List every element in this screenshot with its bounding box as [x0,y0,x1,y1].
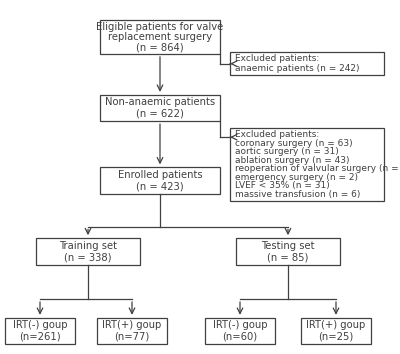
FancyBboxPatch shape [100,167,220,194]
Text: (n = 622): (n = 622) [136,109,184,119]
Text: Excluded patients:: Excluded patients: [235,130,319,139]
FancyBboxPatch shape [230,128,384,201]
Text: Testing set: Testing set [261,241,315,251]
Text: (n=261): (n=261) [19,332,61,342]
FancyBboxPatch shape [100,21,220,54]
Text: aortic surgery (n = 31): aortic surgery (n = 31) [235,147,338,156]
FancyBboxPatch shape [100,95,220,121]
Text: massive transfusion (n = 6): massive transfusion (n = 6) [235,190,360,199]
Text: coronary surgery (n = 63): coronary surgery (n = 63) [235,139,352,148]
Text: (n = 85): (n = 85) [267,252,309,262]
Text: Enrolled patients: Enrolled patients [118,170,202,180]
FancyBboxPatch shape [97,318,167,344]
FancyBboxPatch shape [301,318,371,344]
Text: IRT(+) goup: IRT(+) goup [102,320,162,330]
Text: anaemic patients (n = 242): anaemic patients (n = 242) [235,64,359,73]
Text: Non-anaemic patients: Non-anaemic patients [105,97,215,107]
Text: IRT(+) goup: IRT(+) goup [306,320,366,330]
Text: IRT(-) goup: IRT(-) goup [13,320,67,330]
Text: (n=77): (n=77) [114,332,150,342]
Text: emergency surgery (n = 2): emergency surgery (n = 2) [235,173,358,182]
FancyBboxPatch shape [5,318,75,344]
Text: reoperation of valvular surgery (n = 23): reoperation of valvular surgery (n = 23) [235,164,400,173]
Text: (n = 864): (n = 864) [136,42,184,52]
Text: Excluded patients:: Excluded patients: [235,55,319,63]
Text: ablation surgery (n = 43): ablation surgery (n = 43) [235,156,349,165]
Text: (n = 338): (n = 338) [64,252,112,262]
Text: (n = 423): (n = 423) [136,181,184,191]
FancyBboxPatch shape [236,238,340,265]
Text: (n=60): (n=60) [222,332,258,342]
Text: Training set: Training set [59,241,117,251]
Text: replacement surgery: replacement surgery [108,32,212,42]
FancyBboxPatch shape [230,52,384,75]
FancyBboxPatch shape [205,318,275,344]
FancyBboxPatch shape [36,238,140,265]
Text: IRT(-) goup: IRT(-) goup [213,320,267,330]
Text: LVEF < 35% (n = 31): LVEF < 35% (n = 31) [235,182,330,190]
Text: Eligible patients for valve: Eligible patients for valve [96,22,224,32]
Text: (n=25): (n=25) [318,332,354,342]
